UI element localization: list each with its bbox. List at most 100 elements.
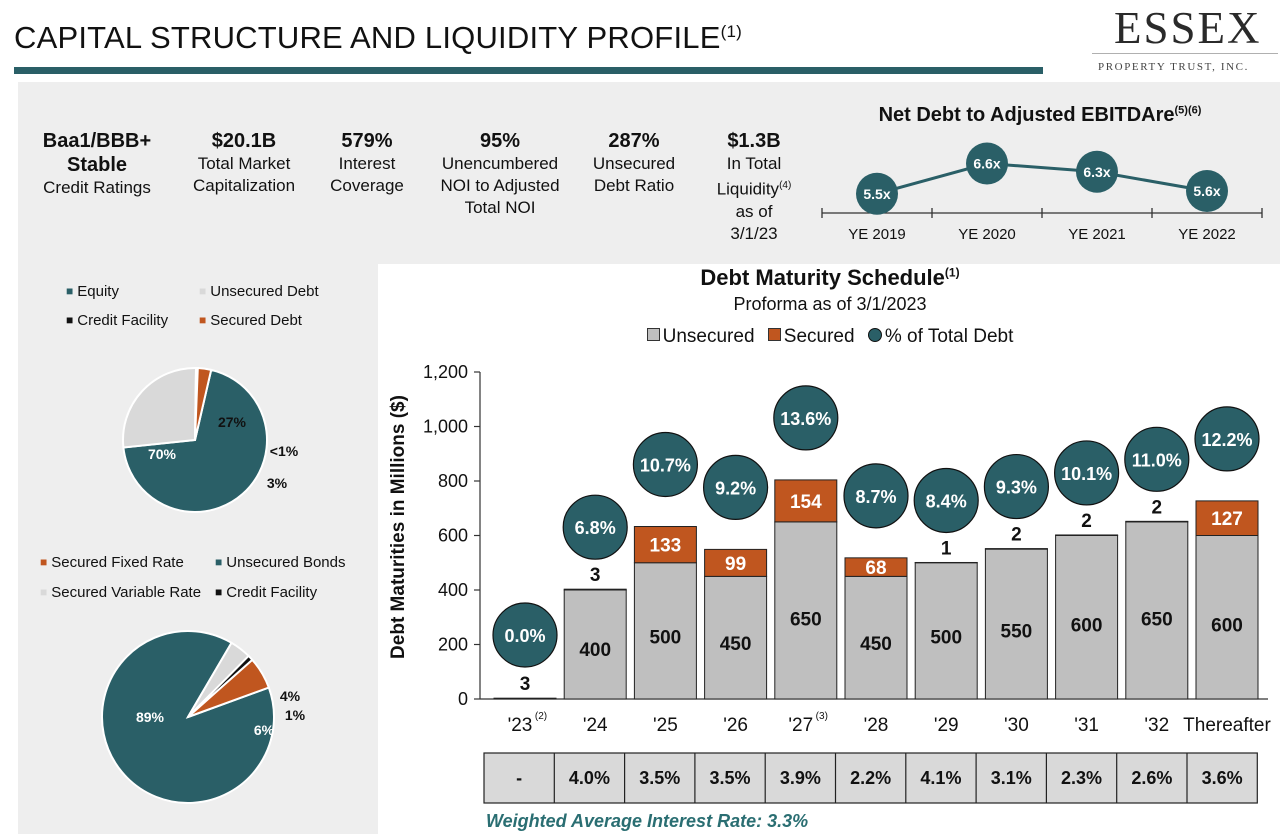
metrics-panel [18,82,1280,264]
ebitda-point [1076,150,1118,193]
pct-bubble-label: 10.1% [1061,464,1112,484]
bar-secured [563,588,627,591]
bar-secured [774,479,838,523]
bar-secured-label: 99 [725,554,746,575]
pct-bubble [913,467,979,534]
bar-unsecured [774,521,838,700]
x-category-footnote: (3) [816,711,828,722]
pct-bubble [843,463,909,529]
pct-bubble [632,431,698,498]
metric-value: 287% [608,130,660,152]
pie-slice-secured-debt [194,367,213,441]
ebitda-category-label: YE 2019 [848,226,906,243]
interest-rate-cell: 3.1% [991,768,1032,788]
essex-logo: ESSEX PROPERTY TRUST, INC. [1092,2,1278,78]
logo-subtitle: PROPERTY TRUST, INC. [1098,61,1249,73]
pct-bubble [983,453,1050,520]
debt-maturity-chart: 0 200 400 600 800 1,000 1,200 Debt Maturities i… [388,362,1271,804]
pct-bubble-label: 6.8% [575,518,616,538]
pct-bubble-label: 11.0% [1132,450,1182,470]
y-tick-label: 800 [438,471,468,491]
bar-unsecured [1055,535,1119,700]
capital-structure-pie: 70% 27% <1% 3% [122,366,299,513]
interest-rate-cell: 3.5% [710,768,751,788]
bar-unsecured-label: 500 [650,628,682,649]
bar-unsecured [984,548,1048,700]
metric-value: $20.1B [211,130,277,152]
interest-rate-cell: - [516,768,522,788]
metric-value: Baa1/BBB+ [42,130,152,152]
bar-unsecured-label: 450 [860,634,892,655]
bar-secured [1195,500,1259,536]
x-category-footnote: (2) [535,711,547,722]
bar-unsecured [914,562,978,700]
ebitda-point-label: 5.6x [1193,183,1220,199]
interest-rate-table [483,752,1258,804]
bar-secured [704,548,768,577]
pct-bubble [1194,406,1260,472]
weighted-average-rate: Weighted Average Interest Rate: 3.3% [486,811,809,831]
metric-label: Coverage [330,176,404,195]
metric-credit-ratings: Baa1/BBB+ Stable Credit Ratings [28,129,166,199]
metric-label: NOI to Adjusted [440,176,560,195]
interest-rate-cell: 2.6% [1131,768,1172,788]
x-category-label: '31 [1074,715,1099,736]
pct-bubble-label: 0.0% [504,626,545,646]
x-category-label: '24 [583,715,608,736]
metric-label: Total Market [197,154,291,173]
metric-value: $1.3B [727,130,781,152]
metric-value: 579% [341,130,393,152]
x-category-label: '32 [1144,715,1169,736]
x-category-label: '23 [508,715,533,736]
bar-secured-label: 154 [790,492,822,513]
ebitda-point-label: 5.5x [863,186,890,202]
logo-rule [1092,53,1278,54]
bar-top-label: 3 [520,674,531,695]
legend-credit-facility: ■ Credit Facility [66,312,169,329]
metric-total-liquidity: $1.3B In Total Liquidity(4) as of 3/1/23 [700,129,808,245]
metric-market-cap: $20.1B Total Market Capitalization [180,129,308,197]
y-tick-label: 200 [438,635,468,655]
logo-wordmark: ESSEX [1114,3,1262,53]
bar-secured-label: 133 [650,536,682,557]
ebitda-chart-title: Net Debt to Adjusted EBITDAre(5)(6) [878,104,1202,126]
y-tick-label: 0 [458,689,468,709]
legend-unsecured: Unsecured [646,326,755,347]
bar-unsecured-label: 500 [930,628,962,649]
pct-bubble-label: 9.2% [715,478,756,498]
y-tick-label: 400 [438,580,468,600]
interest-rate-cell: 4.1% [920,768,961,788]
interest-rate-cell: 3.9% [780,768,821,788]
pie-slice-label: 89% [136,709,165,725]
ebitda-category-label: YE 2022 [1178,226,1236,243]
legend-unsecured-bonds: ■ Unsecured Bonds [215,554,346,571]
pct-bubble-label: 10.7% [640,456,691,476]
pct-bubble-label: 8.4% [926,491,967,511]
bar-secured [844,557,908,577]
y-tick-label: 1,000 [423,417,468,437]
ebitda-point [966,142,1008,185]
bar-secured-label: 68 [865,558,886,579]
ebitda-category-label: YE 2020 [958,226,1016,243]
legend-secured-debt: ■ Secured Debt [199,312,302,329]
pct-bubble-label: 9.3% [996,478,1037,498]
bar-unsecured [1195,535,1259,700]
bar-top-label: 2 [1152,497,1163,518]
metric-label: Total NOI [464,198,536,217]
metric-label: Debt Ratio [593,176,675,195]
pie-slice-secured-fixed-rate [187,658,271,718]
ebitda-point-label: 6.6x [973,156,1000,172]
bar-unsecured [563,589,627,700]
ebitda-line-chart: 5.5x YE 2019 6.6x YE 2020 6.3x YE 2021 5.6x YE … [821,142,1263,243]
x-category-label: '28 [864,715,889,736]
bar-secured [1055,534,1119,537]
pie-slice-label: 3% [267,475,288,491]
pie-slice-unsecured-bonds [101,630,275,804]
metric-label: Unencumbered [441,154,559,173]
y-tick-label: 600 [438,526,468,546]
pie-slice-label: 27% [218,414,247,430]
metric-label: 3/1/23 [730,223,778,243]
interest-rate-cell: 4.0% [569,768,610,788]
bar-secured [1125,520,1189,523]
pie-slice-label: 4% [280,688,301,704]
